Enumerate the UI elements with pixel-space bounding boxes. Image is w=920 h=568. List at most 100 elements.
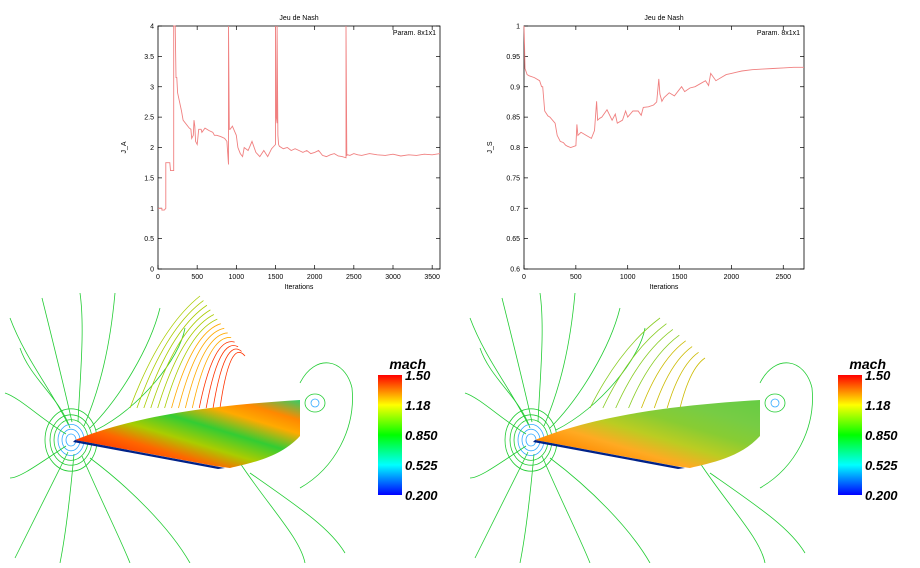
flow-contour	[543, 292, 576, 427]
y-tick-label: 1.5	[144, 175, 154, 182]
y-tick-label: 3	[150, 84, 154, 91]
series-line	[523, 25, 804, 148]
trailing-contour	[770, 398, 780, 408]
x-tick-label: 1500	[268, 274, 284, 281]
flow-contour	[469, 445, 527, 479]
js-chart-canvas: Jeu de Nash Iterations J_S 0 500 1000 1500 2000…	[487, 15, 805, 291]
chart-title: Jeu de Nash	[644, 15, 683, 22]
colorbar-tick-label: 1.18	[865, 398, 891, 413]
series-line	[158, 25, 441, 211]
y-tick-label: 0.6	[510, 267, 520, 274]
flow-contour	[239, 462, 306, 564]
flow-contour	[14, 451, 69, 559]
nose-contour	[525, 433, 537, 447]
contour-lines	[4, 292, 353, 564]
shock-fan	[129, 295, 246, 409]
shock-contour	[641, 340, 686, 409]
shock-contour	[205, 345, 239, 409]
flow-contour	[519, 453, 535, 564]
plot-frame	[157, 25, 441, 270]
flow-contour	[77, 292, 83, 423]
shock-contour	[628, 334, 680, 409]
shock-contour	[136, 300, 204, 409]
y-tick-label: 0	[150, 267, 154, 274]
wedge-field	[75, 400, 300, 468]
y-tick-label: 0.75	[506, 175, 520, 182]
y-tick-label: 1	[150, 206, 154, 213]
trailing-contour	[764, 393, 786, 413]
flow-contour	[501, 297, 533, 423]
x-tick-label: 1000	[620, 274, 636, 281]
flow-contour	[699, 462, 766, 564]
flow-contour	[555, 327, 646, 431]
shock-contour	[615, 329, 674, 409]
y-tick-label: 4	[150, 24, 154, 31]
colorbar-tick-label: 0.850	[405, 428, 438, 443]
x-tick-label: 500	[191, 274, 203, 281]
y-tick-label: 0.95	[506, 54, 520, 61]
nose-contour	[65, 433, 77, 447]
shock-contour	[184, 332, 228, 409]
colorbar-tick-label: 0.525	[865, 458, 898, 473]
colorbar-tick-label: 0.200	[865, 488, 898, 503]
plot-frame	[523, 25, 805, 270]
y-tick-label: 0.7	[510, 206, 520, 213]
colorbar-tick-label: 1.50	[865, 368, 891, 383]
x-tick-label: 1500	[672, 274, 688, 281]
flow-contour	[89, 307, 161, 429]
legend-label: Param. 8x1x1	[393, 30, 436, 37]
y-axis-label: J_A	[121, 141, 128, 153]
flow-contour	[4, 392, 67, 435]
x-tick-label: 0	[156, 274, 160, 281]
shock-contour	[129, 295, 201, 409]
shock-contour	[157, 314, 215, 409]
flow-contour	[464, 392, 527, 435]
x-tick-label: 3500	[424, 274, 440, 281]
colorbar-tick-label: 1.18	[405, 398, 431, 413]
colorbar-tick-label: 0.850	[865, 428, 898, 443]
mach-field-right: mach 1.50 1.18 0.850 0.525 0.200	[460, 288, 920, 564]
flow-contour	[59, 453, 75, 564]
wedge-edge	[73, 440, 225, 469]
x-tick-label: 0	[522, 274, 526, 281]
shock-contour	[219, 351, 246, 409]
flow-contour	[89, 457, 191, 564]
ja-convergence-chart: Jeu de Nash Iterations J_A 0 500 1000 1500 2000…	[0, 0, 460, 300]
trailing-contour	[299, 362, 353, 489]
shock-contour	[150, 309, 211, 409]
flow-contour	[41, 297, 73, 423]
y-tick-label: 0.85	[506, 115, 520, 122]
contour-lines	[464, 292, 813, 564]
shock-contour	[602, 323, 667, 409]
colorbar-title: mach	[849, 356, 886, 372]
shock-contour	[666, 351, 699, 409]
shock-contour	[679, 357, 706, 409]
x-tick-label: 1000	[229, 274, 245, 281]
flow-contour	[9, 317, 69, 425]
x-tick-label: 2000	[307, 274, 323, 281]
x-tick-label: 500	[570, 274, 582, 281]
trailing-contour	[759, 362, 813, 489]
legend-label: Param. 8x1x1	[757, 30, 800, 37]
shock-contour	[198, 341, 235, 409]
trailing-contour	[304, 393, 326, 413]
shock-contour	[653, 346, 693, 409]
colorbar-tick-label: 0.525	[405, 458, 438, 473]
mach-field-left: mach 1.50 1.18 0.850 0.525 0.200	[0, 288, 460, 564]
y-tick-label: 0.8	[510, 145, 520, 152]
x-axis-label: Iterations	[285, 284, 314, 291]
shock-contour	[191, 337, 232, 409]
colorbar-title: mach	[389, 356, 426, 372]
y-axis-label: J_S	[487, 141, 494, 153]
trailing-contour	[310, 398, 320, 408]
flow-contour	[537, 292, 543, 423]
shock-contour	[212, 348, 242, 409]
colorbar-tick-label: 1.50	[405, 368, 431, 383]
x-tick-label: 2500	[346, 274, 362, 281]
shock-contour	[171, 323, 221, 409]
shock-fan	[589, 317, 706, 409]
